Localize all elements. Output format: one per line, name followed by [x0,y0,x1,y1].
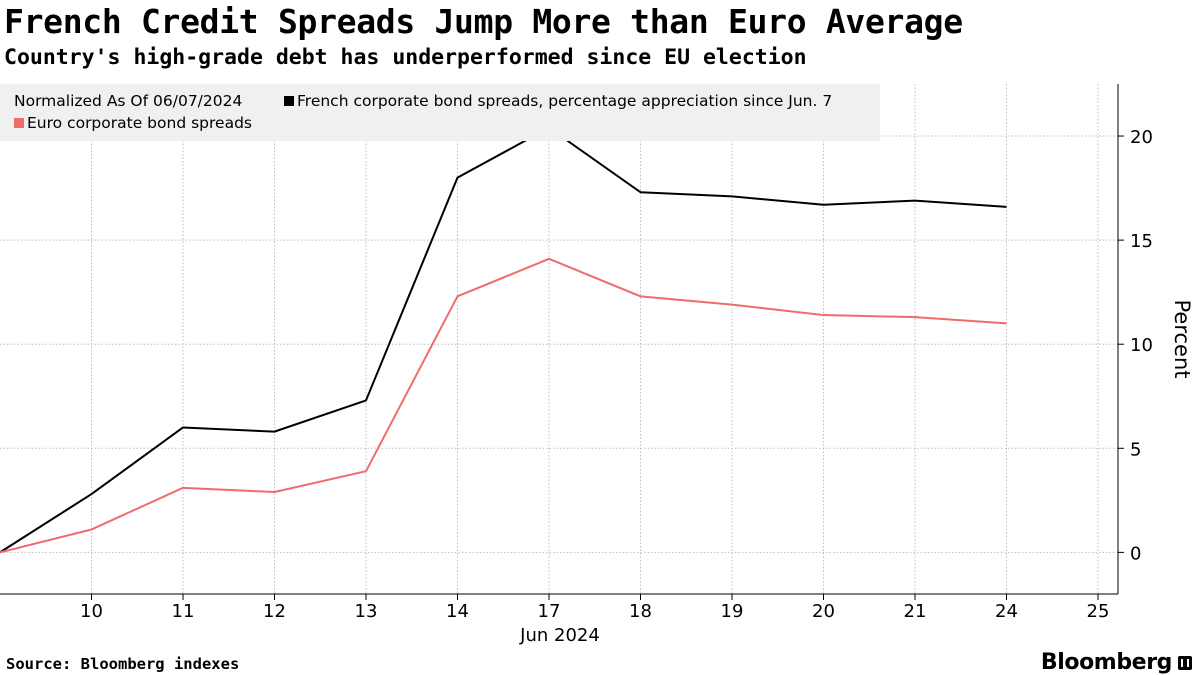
x-tick-label: 11 [172,601,195,622]
chart-title: French Credit Spreads Jump More than Eur… [4,2,963,41]
x-tick-label: 18 [629,601,652,622]
chart-legend: Normalized As Of 06/07/2024 French corpo… [0,84,880,141]
y-tick-label: 20 [1130,127,1153,148]
series-line-french [0,126,1007,554]
x-tick-label: 14 [446,601,469,622]
x-tick-label: 12 [263,601,286,622]
bloomberg-logo: Bloomberg [1041,650,1192,675]
source-note: Source: Bloomberg indexes [6,655,240,673]
legend-item-euro: Euro corporate bond spreads [14,114,252,132]
x-axis-title: Jun 2024 [519,625,600,646]
legend-swatch-euro [14,118,24,128]
x-tick-label: 17 [538,601,561,622]
y-tick-label: 5 [1130,439,1141,460]
series-line-euro [0,257,1007,554]
x-tick-label: 19 [721,601,744,622]
x-tick-label: 24 [995,601,1018,622]
legend-swatch-french [284,96,294,106]
y-tick-label: 0 [1130,543,1141,564]
x-tick-label: 20 [812,601,835,622]
y-tick-label: 10 [1130,335,1153,356]
chart-subtitle: Country's high-grade debt has underperfo… [4,45,807,70]
x-tick-label: 25 [1087,601,1110,622]
bloomberg-icon [1178,655,1192,670]
y-axis-title: Percent [1170,299,1194,378]
legend-note: Normalized As Of 06/07/2024 [14,92,243,110]
x-tick-label: 21 [904,601,927,622]
y-tick-label: 15 [1130,231,1153,252]
legend-item-french: French corporate bond spreads, percentag… [284,92,832,110]
x-tick-label: 10 [80,601,103,622]
x-tick-label: 13 [355,601,378,622]
